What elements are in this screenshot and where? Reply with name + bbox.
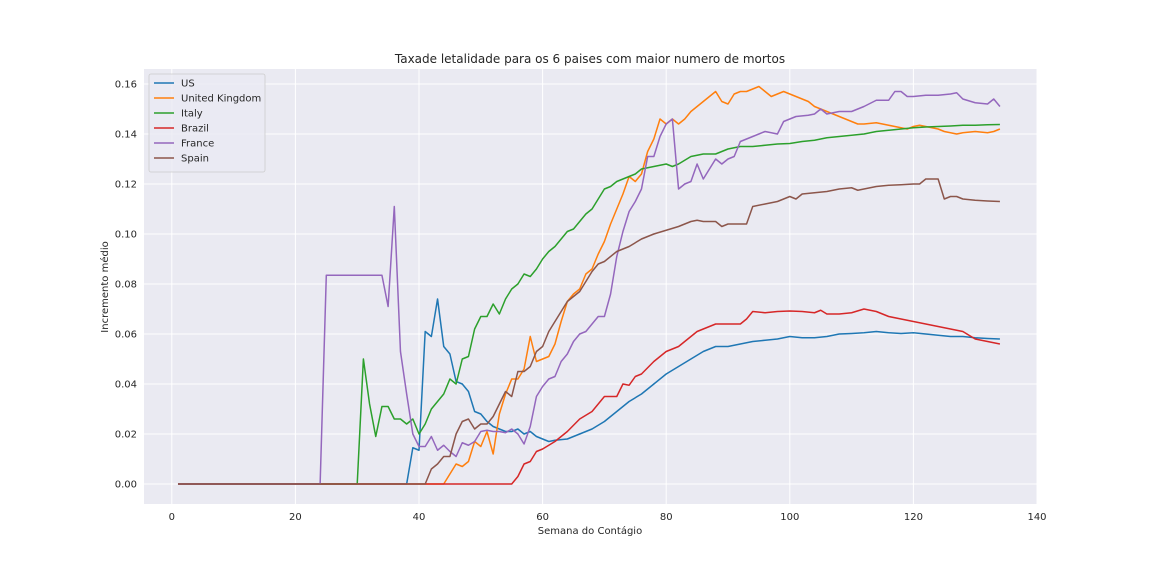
chart-title: Taxade letalidade para os 6 paises com m… — [394, 52, 785, 66]
legend-label: Italy — [181, 109, 203, 120]
x-tick-label: 0 — [169, 512, 175, 523]
series-line-brazil — [177, 308, 1001, 485]
x-tick-label: 100 — [780, 512, 799, 523]
legend-label: US — [181, 79, 195, 90]
grid — [144, 69, 1038, 504]
x-axis-label: Semana do Contágio — [538, 525, 642, 537]
y-axis-label: Incremento médio — [99, 241, 111, 332]
plot-area — [144, 69, 1037, 504]
y-tick-label: 0.04 — [115, 380, 137, 391]
series-line-france — [177, 90, 1001, 485]
x-tick-label: 60 — [536, 512, 549, 523]
series-line-united-kingdom — [177, 85, 1001, 485]
y-tick-label: 0.16 — [115, 80, 137, 91]
legend-label: France — [181, 139, 214, 150]
y-tick-label: 0.12 — [115, 180, 137, 191]
legend-label: Spain — [181, 154, 209, 165]
legend-label: United Kingdom — [181, 94, 261, 105]
y-tick-label: 0.10 — [115, 230, 137, 241]
series-line-spain — [177, 178, 1000, 485]
y-tick-label: 0.00 — [115, 480, 137, 491]
x-tick-label: 40 — [413, 512, 426, 523]
series-lines — [177, 85, 1001, 485]
x-tick-label: 120 — [904, 512, 923, 523]
x-tick-label: 20 — [289, 512, 302, 523]
y-tick-label: 0.02 — [115, 430, 137, 441]
legend: US United Kingdom Italy Brazil France Spain — [148, 73, 266, 173]
x-tick-label: 80 — [660, 512, 673, 523]
legend-frame — [148, 73, 266, 173]
y-tick-label: 0.08 — [115, 280, 137, 291]
x-tick-label: 140 — [1027, 512, 1046, 523]
series-line-italy — [177, 123, 1000, 485]
y-tick-label: 0.14 — [115, 130, 137, 141]
x-axis-ticks: 0 20 40 60 80 100 120 140 — [169, 512, 1047, 523]
y-tick-label: 0.06 — [115, 330, 137, 341]
legend-label: Brazil — [181, 124, 209, 135]
series-line-us — [177, 298, 1000, 485]
y-axis-ticks: 0.00 0.02 0.04 0.06 0.08 0.10 0.12 0.14 0.16 — [115, 80, 137, 491]
